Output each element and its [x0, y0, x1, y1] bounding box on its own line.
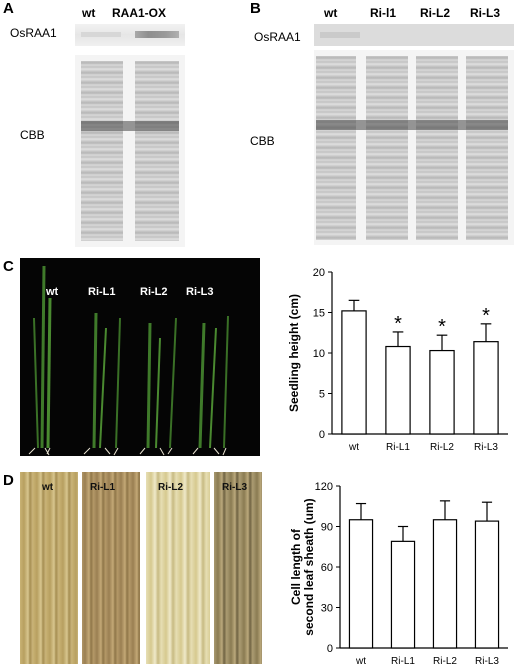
panel-a-wt-band [81, 32, 121, 37]
chart-0-bar-ri-l1 [385, 345, 411, 435]
chart-0-bar-ri-l2 [429, 349, 455, 435]
panel-a-stain-label: CBB [20, 128, 45, 142]
panel-b-western-blot [314, 24, 514, 46]
chart-1-bar-ri-l1 [390, 540, 416, 649]
panel-c-seedlings-drawing [28, 265, 229, 456]
panel-a-lane-label-raa1-ox: RAA1-OX [112, 6, 167, 20]
panel-a-letter: A [3, 0, 14, 17]
panel-b-gel-lane-wt [316, 56, 356, 240]
chart-1-bar-wt [348, 519, 374, 649]
chart-0-significance-mark: * [482, 305, 490, 327]
panel-b-letter: B [250, 0, 261, 17]
chart-0-y-tick-label: 0 [319, 429, 325, 441]
panel-b-gel-major-band [316, 120, 508, 130]
chart-1-x-tick-label: wt [355, 656, 366, 667]
chart-1-y-tick-label: 0 [327, 643, 333, 655]
panel-a-gel-major-band [81, 121, 179, 131]
seedling-ri-l2-group [139, 317, 177, 456]
panel-b-lane-label-wt: wt [324, 6, 338, 20]
panel-d-photo-label-wt: wt [42, 482, 54, 493]
chart-1-x-tick-label: Ri-L2 [433, 656, 457, 667]
panel-c-photo-label-wt: wt [46, 286, 59, 298]
panel-a-gel-lane-ox [135, 61, 179, 241]
chart-0-x-tick-label: Ri-L2 [430, 442, 454, 453]
seedling-wt-group [28, 265, 52, 456]
chart-1-y-tick-label: 30 [321, 603, 333, 615]
panel-d-micrograph-wt: wt [20, 472, 78, 664]
chart-1-y-tick-label: 90 [321, 522, 333, 534]
panel-d-photo-label-ri-l1: Ri-L1 [90, 482, 115, 493]
panel-a-gel-lane-wt [81, 61, 123, 241]
chart-0-x-tick-label: wt [348, 442, 359, 453]
chart-0-y-tick-label: 5 [319, 389, 325, 401]
panel-a-blot-label: OsRAA1 [10, 26, 57, 40]
panel-c-letter: C [3, 258, 14, 275]
panel-b-gel-lane-ri-l1 [366, 56, 408, 240]
panel-a-lane-label-wt: wt [82, 6, 96, 20]
panel-b-cbb-gel [314, 50, 514, 245]
chart-0-y-tick-label: 10 [313, 348, 325, 360]
panel-d-micrograph-ri-l2: Ri-L2 [146, 472, 210, 664]
panel-b-blot-label: OsRAA1 [254, 30, 301, 44]
chart-0-significance-mark: * [394, 313, 402, 335]
panel-c-photo-label-ri-l2: Ri-L2 [140, 286, 168, 298]
chart-0-significance-mark: * [438, 316, 446, 338]
chart-1-bar-ri-l3 [474, 520, 500, 649]
chart-0-bar-wt [341, 310, 367, 435]
panel-a-western-blot [75, 24, 185, 46]
panel-b-lane-label-ri-l2: Ri-L2 [420, 6, 450, 20]
panel-d-letter: D [3, 472, 14, 489]
chart-1-bar-ri-l2 [432, 519, 458, 649]
chart-1-y-axis-label: second leaf sheath (um) [302, 498, 316, 635]
chart-0-bar-ri-l3 [473, 341, 499, 435]
panel-d-photo-label-ri-l3: Ri-L3 [222, 482, 247, 493]
panel-b-gel-lane-ri-l2 [416, 56, 458, 240]
chart-0-y-tick-label: 15 [313, 308, 325, 320]
chart-1-x-tick-label: Ri-L1 [391, 656, 415, 667]
seedling-ri-l1-group [83, 312, 121, 456]
panel-b-gel-lane-ri-l3 [466, 56, 508, 240]
panel-b-stain-label: CBB [250, 134, 275, 148]
chart-1-x-tick-label: Ri-L3 [475, 656, 499, 667]
chart-0-y-axis-label: Seedling height (cm) [287, 294, 301, 412]
panel-c-seedling-photo: wt Ri-L1 Ri-L2 Ri-L3 [20, 258, 260, 456]
panel-a-cbb-gel [75, 55, 185, 247]
panel-c-photo-label-ri-l1: Ri-L1 [88, 286, 116, 298]
panel-d-micrograph-ri-l3: Ri-L3 [214, 472, 262, 664]
panel-d-micrograph-ri-l1: Ri-L1 [82, 472, 140, 664]
chart-0-x-tick-label: Ri-L1 [386, 442, 410, 453]
chart-1-y-tick-label: 60 [321, 562, 333, 574]
panel-b-wt-band [320, 32, 360, 38]
panel-c-photo-label-ri-l3: Ri-L3 [186, 286, 214, 298]
seedling-ri-l3-group [192, 315, 229, 456]
panel-d-cell-length-chart: 0 30 60 90 120 Cell length of second leaf shea… [289, 481, 508, 667]
panel-c-seedling-height-chart: 0 5 10 15 20 Seedling height (cm) wt * Ri-L1 * Ri-… [287, 267, 508, 453]
panel-d-photo-label-ri-l2: Ri-L2 [158, 482, 183, 493]
chart-0-y-tick-label: 20 [313, 267, 325, 279]
chart-1-y-axis-label: Cell length of [289, 528, 303, 605]
panel-b-lane-label-ri-l3: Ri-L3 [470, 6, 500, 20]
panel-b-lane-label-ri-l1: Ri-l1 [370, 6, 397, 20]
panel-a-ox-band [135, 31, 179, 38]
chart-1-y-tick-label: 120 [315, 481, 333, 493]
chart-0-x-tick-label: Ri-L3 [474, 442, 498, 453]
